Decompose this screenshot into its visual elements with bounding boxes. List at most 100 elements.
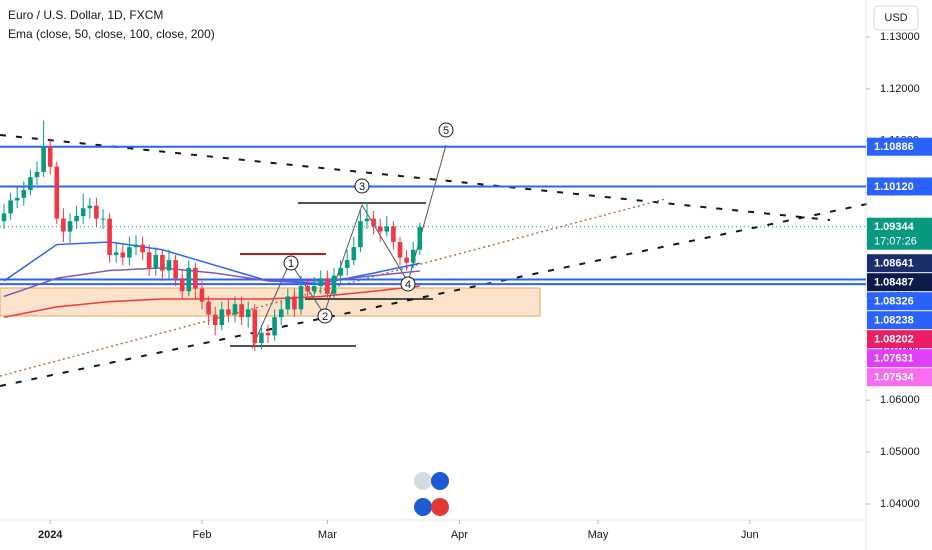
y-tick-label: 1.04000 xyxy=(880,498,920,510)
candle-body xyxy=(417,226,423,250)
candle-body xyxy=(298,286,304,310)
wave-label: 1 xyxy=(288,258,294,270)
candle-body xyxy=(391,226,396,242)
candle-body xyxy=(397,241,403,258)
candle-body xyxy=(74,216,79,222)
price-tag xyxy=(867,292,932,311)
candle-body xyxy=(338,267,343,276)
candle-body xyxy=(94,205,99,219)
candle-body xyxy=(8,200,13,214)
currency-label: USD xyxy=(884,12,907,24)
candle-body xyxy=(100,218,106,220)
icon xyxy=(414,472,432,490)
x-tick-label: Jun xyxy=(741,529,759,541)
price-tag-time: 17:07:26 xyxy=(874,236,917,248)
y-tick-label: 1.13000 xyxy=(880,31,920,43)
x-tick-label: Apr xyxy=(451,529,468,541)
candle-body xyxy=(186,267,192,292)
candle-body xyxy=(1,213,7,222)
candle-body xyxy=(127,247,132,258)
wave-marker xyxy=(354,178,370,194)
candle-body xyxy=(28,177,33,191)
icons xyxy=(414,472,449,516)
icon xyxy=(431,498,449,516)
price-tag-label: 1.10120 xyxy=(874,181,914,193)
candle-body xyxy=(179,278,185,292)
price-tag-label: 1.08202 xyxy=(874,334,914,346)
icon xyxy=(431,472,449,490)
drawings xyxy=(0,134,873,516)
wave-label: 5 xyxy=(443,125,449,137)
x-tick-label: 2024 xyxy=(38,529,63,541)
zone xyxy=(0,287,541,317)
ema-line xyxy=(3,267,420,298)
candle-body xyxy=(252,309,258,344)
candle-body xyxy=(146,252,152,268)
candle-body xyxy=(226,309,231,315)
candle-body xyxy=(14,197,20,201)
candle-body xyxy=(166,260,172,271)
ema-line xyxy=(3,285,420,318)
icon xyxy=(414,498,432,516)
y-tick-label: 1.05000 xyxy=(880,446,920,458)
candle-body xyxy=(239,304,244,318)
candle-body xyxy=(278,309,284,318)
candle-body xyxy=(292,296,297,310)
candle-body xyxy=(21,190,27,198)
candle-body xyxy=(232,304,238,315)
candle-body xyxy=(364,218,370,222)
price-tag xyxy=(867,273,932,292)
price-tag-label: 1.07631 xyxy=(874,353,914,365)
candle-body xyxy=(245,309,251,318)
price-tag xyxy=(867,177,932,196)
wave-marker xyxy=(283,255,299,271)
candle-body xyxy=(212,314,218,325)
candle-body xyxy=(113,252,119,255)
candle-body xyxy=(384,226,390,232)
wave-label: 4 xyxy=(405,279,411,291)
wave-marker xyxy=(438,122,454,138)
currency-button[interactable] xyxy=(873,5,919,31)
x-tick-label: Feb xyxy=(193,529,212,541)
wave-label: 3 xyxy=(359,181,365,193)
trendline xyxy=(0,134,831,221)
wave-marker xyxy=(400,276,416,292)
price-tag-label: 1.07534 xyxy=(874,372,915,384)
candle-body xyxy=(377,226,383,232)
candle-body xyxy=(153,254,159,268)
price-tag-label: 1.09344 xyxy=(874,221,915,233)
candle-body xyxy=(67,221,73,232)
wave-marker xyxy=(317,308,333,324)
candle-body xyxy=(285,296,291,310)
price-tag-label: 1.08641 xyxy=(874,258,914,270)
indicator-label: Ema (close, 50, close, 100, close, 200) xyxy=(8,27,215,41)
candle-body xyxy=(193,267,198,289)
candle-body xyxy=(87,205,93,209)
candle-body xyxy=(344,260,350,268)
price-tag xyxy=(867,137,932,156)
chart-title: Euro / U.S. Dollar, 1D, FXCM xyxy=(8,8,163,22)
price-tag-label: 1.08238 xyxy=(874,315,914,327)
candle-body xyxy=(120,252,126,258)
candle-body xyxy=(54,166,60,219)
candle-body xyxy=(259,332,264,344)
candle-body xyxy=(173,260,178,279)
candle-body xyxy=(34,171,40,178)
trendline xyxy=(0,202,873,387)
price-tag xyxy=(867,330,932,349)
candle-body xyxy=(206,301,211,315)
candle-body xyxy=(358,221,363,248)
ema-line xyxy=(3,241,420,285)
x-tick-label: Mar xyxy=(318,529,337,541)
candle-body xyxy=(47,145,53,167)
price-tag xyxy=(867,349,932,368)
candle-body xyxy=(272,317,277,336)
candle-body xyxy=(133,244,139,248)
candle-body xyxy=(80,208,86,217)
price-tag xyxy=(867,217,932,250)
y-tick-label: 1.12000 xyxy=(880,83,920,95)
price-tag-label: 1.10886 xyxy=(874,141,914,153)
price-tag xyxy=(867,311,932,330)
